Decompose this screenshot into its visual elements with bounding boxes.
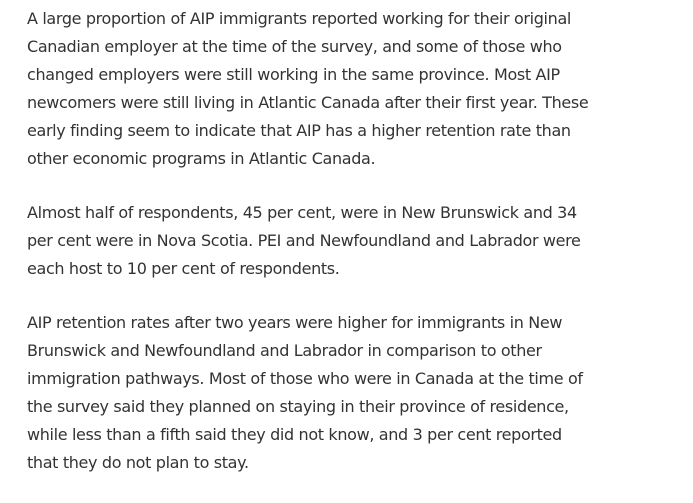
paragraph-respondent-distribution: Almost half of respondents, 45 per cent,…: [27, 199, 677, 283]
text-line: AIP retention rates after two years were…: [27, 313, 563, 332]
text-line: other economic programs in Atlantic Cana…: [27, 149, 376, 168]
text-line: Almost half of respondents, 45 per cent,…: [27, 203, 577, 222]
text-line: Brunswick and Newfoundland and Labrador …: [27, 341, 542, 360]
text-line: while less than a fifth said they did no…: [27, 425, 562, 444]
text-line: that they do not plan to stay.: [27, 453, 249, 472]
paragraph-two-year-retention: AIP retention rates after two years were…: [27, 309, 677, 477]
text-line: changed employers were still working in …: [27, 65, 560, 84]
text-line: early finding seem to indicate that AIP …: [27, 121, 571, 140]
text-line: newcomers were still living in Atlantic …: [27, 93, 589, 112]
text-line: per cent were in Nova Scotia. PEI and Ne…: [27, 231, 581, 250]
text-line: the survey said they planned on staying …: [27, 397, 569, 416]
text-line: A large proportion of AIP immigrants rep…: [27, 9, 571, 28]
paragraph-retention-overview: A large proportion of AIP immigrants rep…: [27, 5, 677, 173]
text-line: each host to 10 per cent of respondents.: [27, 259, 340, 278]
text-line: immigration pathways. Most of those who …: [27, 369, 583, 388]
article-body: A large proportion of AIP immigrants rep…: [27, 5, 677, 503]
text-line: Canadian employer at the time of the sur…: [27, 37, 562, 56]
